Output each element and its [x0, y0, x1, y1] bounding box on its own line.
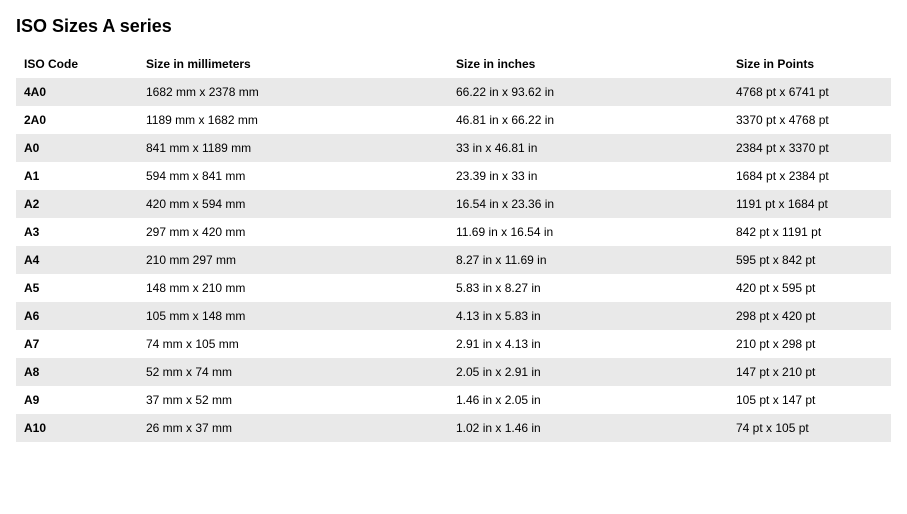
cell-iso-code: A3 [16, 225, 146, 239]
cell-iso-code: A2 [16, 197, 146, 211]
cell-iso-code: A9 [16, 393, 146, 407]
cell-size-mm: 1189 mm x 1682 mm [146, 113, 456, 127]
cell-size-pt: 210 pt x 298 pt [736, 337, 891, 351]
cell-size-pt: 1191 pt x 1684 pt [736, 197, 891, 211]
cell-size-mm: 1682 mm x 2378 mm [146, 85, 456, 99]
cell-size-in: 11.69 in x 16.54 in [456, 225, 736, 239]
cell-size-mm: 52 mm x 74 mm [146, 365, 456, 379]
cell-size-in: 46.81 in x 66.22 in [456, 113, 736, 127]
table-row: A6105 mm x 148 mm4.13 in x 5.83 in298 pt… [16, 302, 891, 330]
cell-size-mm: 420 mm x 594 mm [146, 197, 456, 211]
cell-size-in: 16.54 in x 23.36 in [456, 197, 736, 211]
cell-size-mm: 105 mm x 148 mm [146, 309, 456, 323]
cell-size-in: 5.83 in x 8.27 in [456, 281, 736, 295]
cell-iso-code: A8 [16, 365, 146, 379]
table-row: A852 mm x 74 mm2.05 in x 2.91 in147 pt x… [16, 358, 891, 386]
header-size-pt: Size in Points [736, 57, 891, 71]
cell-size-pt: 842 pt x 1191 pt [736, 225, 891, 239]
cell-size-pt: 298 pt x 420 pt [736, 309, 891, 323]
cell-size-in: 1.02 in x 1.46 in [456, 421, 736, 435]
table-row: 4A01682 mm x 2378 mm66.22 in x 93.62 in4… [16, 78, 891, 106]
cell-size-pt: 420 pt x 595 pt [736, 281, 891, 295]
cell-iso-code: A5 [16, 281, 146, 295]
table-row: A2420 mm x 594 mm16.54 in x 23.36 in1191… [16, 190, 891, 218]
header-iso-code: ISO Code [16, 57, 146, 71]
cell-iso-code: A10 [16, 421, 146, 435]
cell-size-in: 66.22 in x 93.62 in [456, 85, 736, 99]
cell-size-in: 1.46 in x 2.05 in [456, 393, 736, 407]
cell-size-in: 4.13 in x 5.83 in [456, 309, 736, 323]
cell-size-pt: 1684 pt x 2384 pt [736, 169, 891, 183]
cell-iso-code: A7 [16, 337, 146, 351]
table-row: A1594 mm x 841 mm23.39 in x 33 in1684 pt… [16, 162, 891, 190]
cell-iso-code: 2A0 [16, 113, 146, 127]
cell-size-in: 23.39 in x 33 in [456, 169, 736, 183]
cell-iso-code: A4 [16, 253, 146, 267]
cell-iso-code: A0 [16, 141, 146, 155]
cell-size-mm: 594 mm x 841 mm [146, 169, 456, 183]
table-row: A774 mm x 105 mm2.91 in x 4.13 in210 pt … [16, 330, 891, 358]
cell-size-in: 2.05 in x 2.91 in [456, 365, 736, 379]
iso-sizes-table: ISO Code Size in millimeters Size in inc… [16, 51, 891, 442]
table-row: A5148 mm x 210 mm5.83 in x 8.27 in420 pt… [16, 274, 891, 302]
cell-iso-code: A1 [16, 169, 146, 183]
cell-size-in: 2.91 in x 4.13 in [456, 337, 736, 351]
cell-size-pt: 74 pt x 105 pt [736, 421, 891, 435]
cell-size-in: 33 in x 46.81 in [456, 141, 736, 155]
cell-size-mm: 297 mm x 420 mm [146, 225, 456, 239]
table-row: A1026 mm x 37 mm1.02 in x 1.46 in74 pt x… [16, 414, 891, 442]
cell-size-mm: 210 mm 297 mm [146, 253, 456, 267]
cell-size-mm: 841 mm x 1189 mm [146, 141, 456, 155]
page-title: ISO Sizes A series [16, 16, 891, 37]
cell-size-pt: 105 pt x 147 pt [736, 393, 891, 407]
table-row: 2A01189 mm x 1682 mm46.81 in x 66.22 in3… [16, 106, 891, 134]
cell-iso-code: 4A0 [16, 85, 146, 99]
table-row: A4210 mm 297 mm8.27 in x 11.69 in595 pt … [16, 246, 891, 274]
header-size-in: Size in inches [456, 57, 736, 71]
cell-size-in: 8.27 in x 11.69 in [456, 253, 736, 267]
table-row: A937 mm x 52 mm1.46 in x 2.05 in105 pt x… [16, 386, 891, 414]
table-row: A0841 mm x 1189 mm33 in x 46.81 in2384 p… [16, 134, 891, 162]
cell-size-mm: 148 mm x 210 mm [146, 281, 456, 295]
cell-size-pt: 595 pt x 842 pt [736, 253, 891, 267]
cell-size-pt: 147 pt x 210 pt [736, 365, 891, 379]
cell-size-mm: 37 mm x 52 mm [146, 393, 456, 407]
cell-size-mm: 26 mm x 37 mm [146, 421, 456, 435]
cell-size-pt: 3370 pt x 4768 pt [736, 113, 891, 127]
table-header-row: ISO Code Size in millimeters Size in inc… [16, 51, 891, 78]
header-size-mm: Size in millimeters [146, 57, 456, 71]
table-row: A3297 mm x 420 mm11.69 in x 16.54 in842 … [16, 218, 891, 246]
cell-size-pt: 4768 pt x 6741 pt [736, 85, 891, 99]
cell-iso-code: A6 [16, 309, 146, 323]
cell-size-mm: 74 mm x 105 mm [146, 337, 456, 351]
cell-size-pt: 2384 pt x 3370 pt [736, 141, 891, 155]
